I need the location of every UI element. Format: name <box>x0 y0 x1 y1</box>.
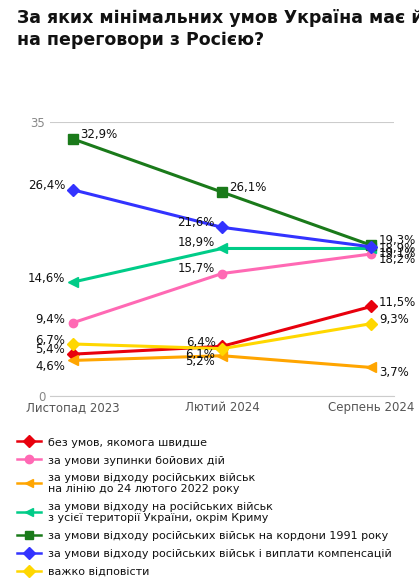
Text: 32,9%: 32,9% <box>80 128 117 142</box>
Text: 9,3%: 9,3% <box>379 313 409 326</box>
Text: 15,7%: 15,7% <box>177 262 215 275</box>
Text: 3,7%: 3,7% <box>379 367 409 380</box>
Text: За яких мінімальних умов Україна має йти
на переговори з Росією?: За яких мінімальних умов Україна має йти… <box>17 9 419 49</box>
Text: 26,4%: 26,4% <box>28 180 65 192</box>
Text: 18,9%: 18,9% <box>379 242 416 255</box>
Text: 21,6%: 21,6% <box>177 216 215 229</box>
Text: 14,6%: 14,6% <box>28 272 65 285</box>
Text: 6,7%: 6,7% <box>35 333 65 346</box>
Text: 26,1%: 26,1% <box>230 181 267 194</box>
Text: 9,4%: 9,4% <box>35 313 65 326</box>
Text: 19,3%: 19,3% <box>379 234 416 247</box>
Text: 18,2%: 18,2% <box>379 253 416 266</box>
Text: 5,4%: 5,4% <box>36 343 65 356</box>
Legend: без умов, якомога швидше, за умови зупинки бойових дій, за умови відходу російсь: без умов, якомога швидше, за умови зупин… <box>17 437 392 577</box>
Text: 19,1%: 19,1% <box>379 247 416 259</box>
Text: 6,1%: 6,1% <box>185 347 215 361</box>
Text: 18,9%: 18,9% <box>177 237 215 250</box>
Text: 4,6%: 4,6% <box>35 360 65 373</box>
Text: 11,5%: 11,5% <box>379 296 416 309</box>
Text: 6,4%: 6,4% <box>186 336 216 349</box>
Text: 5,2%: 5,2% <box>185 356 215 368</box>
